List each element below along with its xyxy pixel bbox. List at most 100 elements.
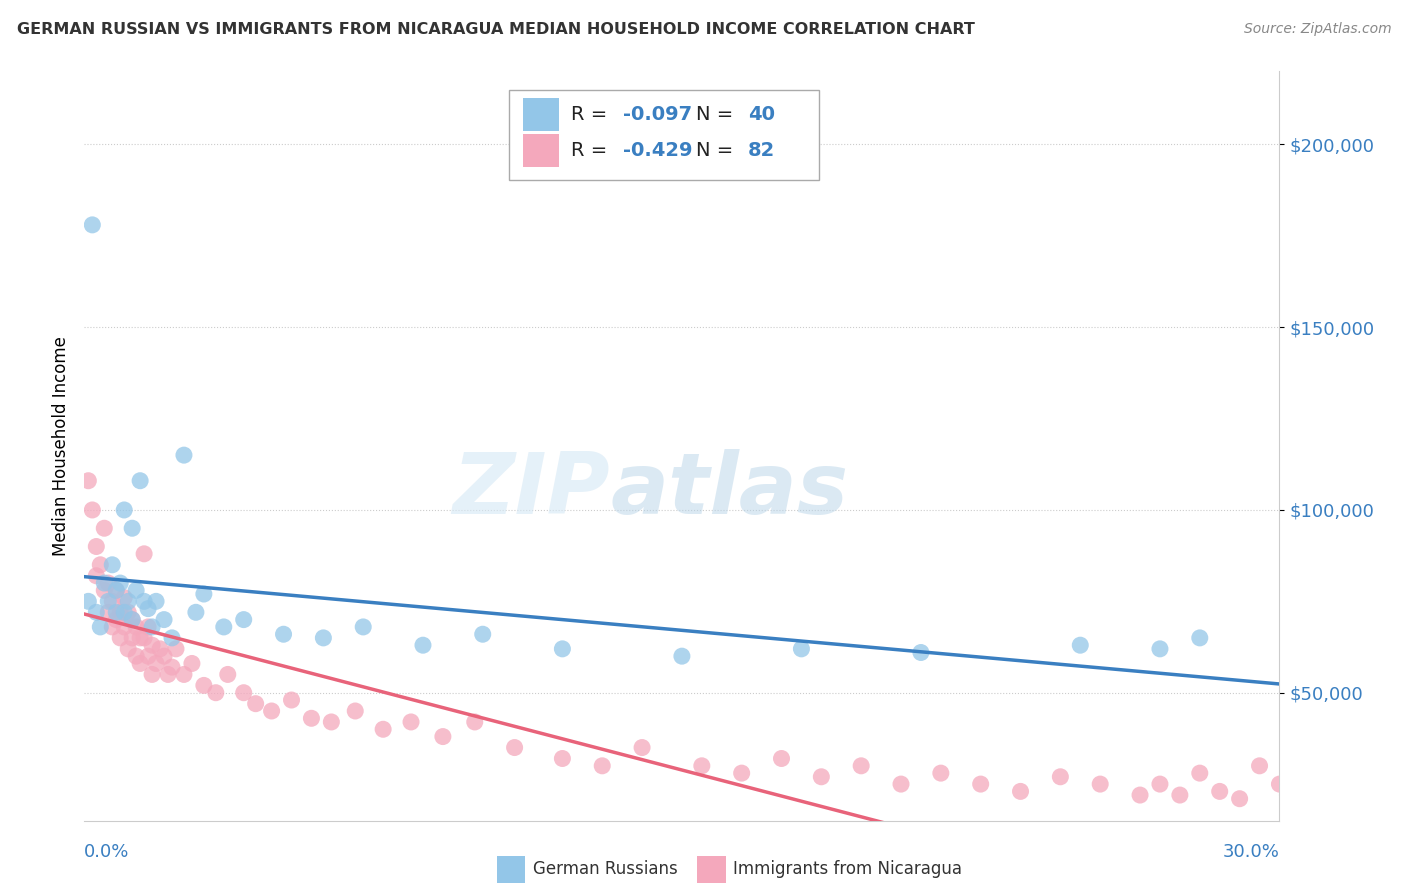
Point xyxy=(101,558,124,572)
Point xyxy=(503,740,526,755)
Point xyxy=(690,759,713,773)
Point xyxy=(471,627,494,641)
Point xyxy=(77,474,100,488)
Point xyxy=(112,605,135,619)
Point xyxy=(145,657,167,671)
Point xyxy=(770,751,793,765)
Point xyxy=(173,448,195,462)
Point xyxy=(153,649,176,664)
Point xyxy=(591,759,613,773)
Point xyxy=(399,714,422,729)
Text: 82: 82 xyxy=(748,141,775,160)
Text: R =: R = xyxy=(571,141,613,160)
Point xyxy=(110,631,132,645)
Point xyxy=(145,594,167,608)
Point xyxy=(970,777,993,791)
Bar xyxy=(496,855,526,883)
Point xyxy=(129,474,152,488)
Point xyxy=(432,730,454,744)
Point xyxy=(110,605,132,619)
Point xyxy=(1049,770,1071,784)
Point xyxy=(82,218,104,232)
Point xyxy=(1249,759,1271,773)
Point xyxy=(93,583,115,598)
Point xyxy=(1308,770,1330,784)
Point xyxy=(101,594,124,608)
Point xyxy=(121,613,143,627)
Point xyxy=(1090,777,1112,791)
Point xyxy=(77,594,100,608)
Point xyxy=(105,605,128,619)
Point xyxy=(1301,784,1323,798)
Point xyxy=(117,594,139,608)
Point xyxy=(273,627,295,641)
Point xyxy=(129,631,152,645)
Point xyxy=(86,605,108,619)
Point xyxy=(245,697,267,711)
Point xyxy=(1188,766,1211,780)
Point xyxy=(352,620,374,634)
Point xyxy=(929,766,952,780)
Point xyxy=(671,649,693,664)
Point xyxy=(464,714,486,729)
Point xyxy=(117,641,139,656)
Point xyxy=(93,576,115,591)
Point xyxy=(132,547,156,561)
Text: atlas: atlas xyxy=(610,450,848,533)
Point xyxy=(121,521,143,535)
Point xyxy=(232,686,254,700)
Point xyxy=(165,641,187,656)
Point xyxy=(132,631,156,645)
Point xyxy=(1268,777,1291,791)
Point xyxy=(117,605,139,619)
Text: 40: 40 xyxy=(748,104,775,124)
Point xyxy=(1209,784,1232,798)
Point xyxy=(121,613,143,627)
Point xyxy=(851,759,873,773)
Point xyxy=(101,620,124,634)
Point xyxy=(149,641,172,656)
Point xyxy=(217,667,239,681)
Text: R =: R = xyxy=(571,104,613,124)
Point xyxy=(232,613,254,627)
Point xyxy=(193,678,215,692)
Point xyxy=(301,711,323,725)
Point xyxy=(810,770,832,784)
Point xyxy=(160,660,183,674)
Point xyxy=(890,777,912,791)
Point xyxy=(1149,777,1171,791)
Bar xyxy=(697,855,725,883)
Point xyxy=(141,667,163,681)
Point xyxy=(344,704,367,718)
Text: 30.0%: 30.0% xyxy=(1223,843,1279,861)
Text: ZIP: ZIP xyxy=(453,450,610,533)
Point xyxy=(89,558,111,572)
Point xyxy=(125,583,148,598)
Point xyxy=(112,620,135,634)
Point xyxy=(1288,796,1310,810)
Point xyxy=(89,620,111,634)
Point xyxy=(82,503,104,517)
Point xyxy=(373,723,395,737)
Point xyxy=(181,657,204,671)
Point xyxy=(551,641,574,656)
Point xyxy=(1188,631,1211,645)
Point xyxy=(551,751,574,765)
Point xyxy=(105,583,128,598)
Text: N =: N = xyxy=(696,141,740,160)
Point xyxy=(105,583,128,598)
Point xyxy=(136,649,159,664)
Point xyxy=(731,766,754,780)
Point xyxy=(125,620,148,634)
Point xyxy=(153,613,176,627)
Bar xyxy=(523,134,558,167)
Point xyxy=(129,657,152,671)
Point xyxy=(141,638,163,652)
Point xyxy=(121,631,143,645)
Point xyxy=(160,631,183,645)
FancyBboxPatch shape xyxy=(509,90,820,180)
Point xyxy=(1316,759,1339,773)
Point xyxy=(193,587,215,601)
Text: GERMAN RUSSIAN VS IMMIGRANTS FROM NICARAGUA MEDIAN HOUSEHOLD INCOME CORRELATION : GERMAN RUSSIAN VS IMMIGRANTS FROM NICARA… xyxy=(17,22,974,37)
Point xyxy=(86,540,108,554)
